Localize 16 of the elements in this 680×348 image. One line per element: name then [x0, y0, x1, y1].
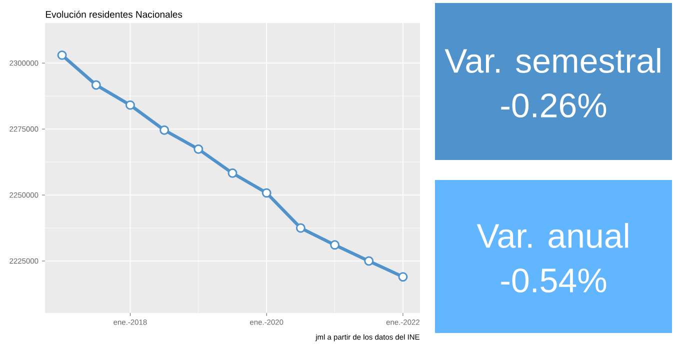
- point: [91, 80, 101, 90]
- point: [125, 100, 135, 110]
- point: [57, 50, 67, 60]
- text: Var. semestral: [444, 48, 660, 73]
- point: [228, 168, 238, 178]
- point: [262, 188, 272, 198]
- chart-title: Evolución residentes Nacionales: [46, 10, 182, 18]
- point: [160, 125, 170, 135]
- point: [364, 256, 374, 266]
- point: [330, 240, 340, 250]
- point: [194, 144, 204, 154]
- text: -0.26%: [501, 93, 606, 118]
- text: -0.54%: [501, 268, 606, 293]
- text: Var. anual: [476, 223, 628, 248]
- point: [296, 223, 306, 233]
- point: [398, 272, 408, 282]
